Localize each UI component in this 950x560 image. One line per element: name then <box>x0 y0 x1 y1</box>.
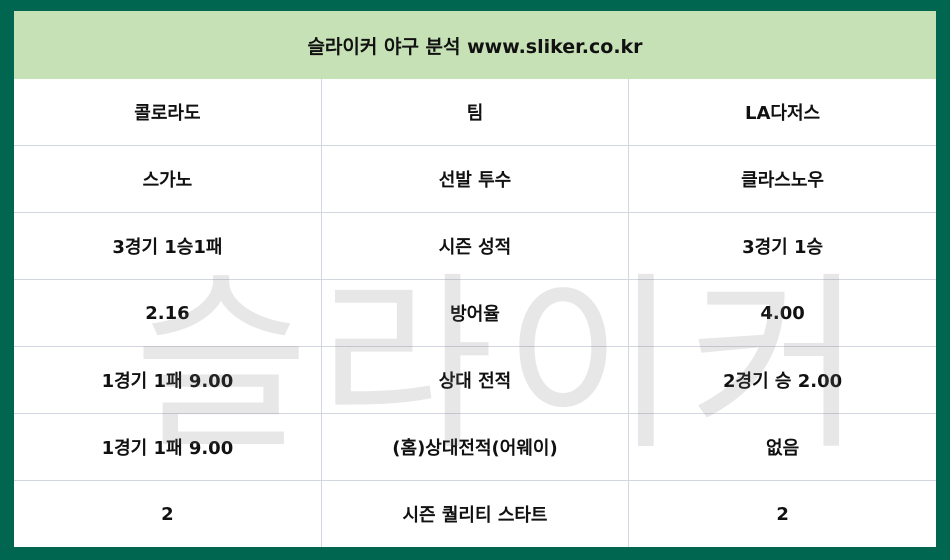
home-cell: 2경기 승 2.00 <box>628 346 936 414</box>
label-cell: 선발 투수 <box>320 145 630 213</box>
away-cell: 3경기 1승1패 <box>14 212 322 280</box>
away-cell: 1경기 1패 9.00 <box>14 413 322 481</box>
table-row: 콜로라도 팀 LA다저스 <box>14 79 936 146</box>
away-cell: 2 <box>14 480 322 547</box>
home-cell: 4.00 <box>628 279 936 347</box>
home-cell: 클라스노우 <box>628 145 936 213</box>
away-cell: 2.16 <box>14 279 322 347</box>
home-cell: LA다저스 <box>628 79 936 146</box>
table-row: 스가노 선발 투수 클라스노우 <box>14 145 936 213</box>
label-cell: 상대 전적 <box>320 346 630 414</box>
table-row: 2.16 방어율 4.00 <box>14 279 936 347</box>
table-row: 2 시즌 퀄리티 스타트 2 <box>14 480 936 547</box>
label-cell: (홈)상대전적(어웨이) <box>320 413 630 481</box>
home-cell: 3경기 1승 <box>628 212 936 280</box>
label-cell: 팀 <box>320 79 630 146</box>
table-row: 1경기 1패 9.00 상대 전적 2경기 승 2.00 <box>14 346 936 414</box>
analysis-panel: 슬라이커 야구 분석 www.sliker.co.kr 콜로라도 팀 LA다저스 스가… <box>14 11 936 547</box>
label-cell: 방어율 <box>320 279 630 347</box>
comparison-table: 콜로라도 팀 LA다저스 스가노 선발 투수 클라스노우 3경기 1승1패 시즌 성적 3경기 … <box>14 79 936 547</box>
page-title: 슬라이커 야구 분석 www.sliker.co.kr <box>14 11 936 79</box>
table-row: 3경기 1승1패 시즌 성적 3경기 1승 <box>14 212 936 280</box>
away-cell: 콜로라도 <box>14 79 322 146</box>
away-cell: 스가노 <box>14 145 322 213</box>
home-cell: 없음 <box>628 413 936 481</box>
away-cell: 1경기 1패 9.00 <box>14 346 322 414</box>
label-cell: 시즌 성적 <box>320 212 630 280</box>
label-cell: 시즌 퀄리티 스타트 <box>320 480 630 547</box>
home-cell: 2 <box>628 480 936 547</box>
table-row: 1경기 1패 9.00 (홈)상대전적(어웨이) 없음 <box>14 413 936 481</box>
